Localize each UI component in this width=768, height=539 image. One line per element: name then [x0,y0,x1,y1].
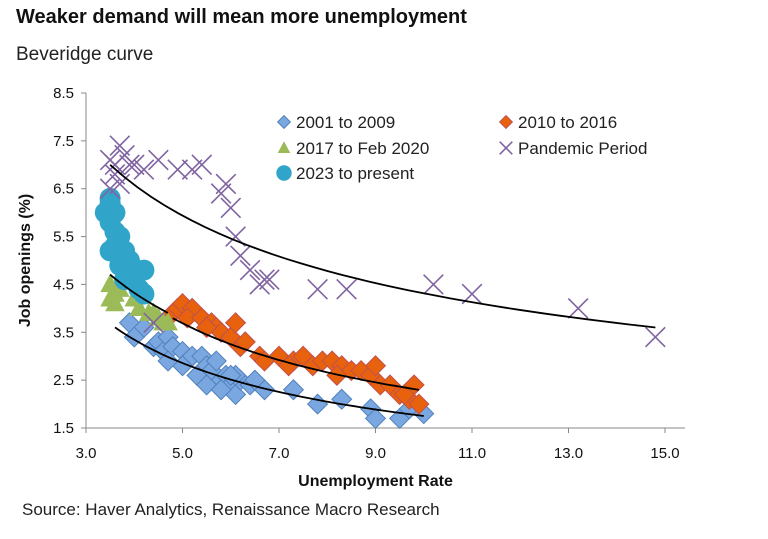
x-tick-label: 7.0 [269,445,290,462]
point-pandemic-period [191,154,213,176]
point-pandemic-period [215,173,237,195]
point-2023-to-present [133,259,155,281]
point-2001-to-2009 [364,407,387,430]
point-pandemic-period [148,149,169,171]
legend-marker-2010-to-2016 [498,114,514,130]
point-pandemic-period [119,154,140,176]
legend-label: 2017 to Feb 2020 [296,139,429,158]
legend-marker-2017-to-feb-2020 [277,141,291,153]
trendline-2010-to-2016 [172,317,420,391]
point-2001-to-2009 [157,350,179,372]
legend-label: 2010 to 2016 [518,113,617,132]
legend-label: 2023 to present [296,164,414,183]
y-tick-label: 7.5 [53,133,74,150]
point-2017-to-feb-2020 [143,302,164,321]
point-pandemic-period [307,278,328,300]
source-note: Source: Haver Analytics, Renaissance Mac… [22,500,440,519]
point-2001-to-2009 [306,393,329,415]
point-2001-to-2009 [210,379,232,401]
legend-marker-2023-to-present [276,165,292,181]
point-pandemic-period [109,173,131,195]
y-axis-label: Job openings (%) [17,194,34,327]
x-tick-label: 5.0 [172,445,193,462]
point-2017-to-feb-2020 [100,288,120,307]
point-2023-to-present [104,235,126,257]
point-pandemic-period [258,269,280,291]
point-pandemic-period [230,245,251,267]
y-tick-label: 6.5 [53,181,74,198]
y-tick-label: 8.5 [53,85,74,102]
trendline-2001-to-2009 [114,326,424,417]
point-pandemic-period [181,159,203,180]
point-pandemic-period [249,274,271,295]
point-2010-to-2016 [408,393,430,415]
x-tick-label: 9.0 [365,445,386,462]
y-tick-label: 5.5 [53,229,74,246]
point-2023-to-present [114,269,136,291]
point-2017-to-feb-2020 [158,312,178,331]
point-pandemic-period [423,274,444,295]
point-pandemic-period [99,178,121,200]
x-tick-label: 13.0 [554,445,583,462]
trendline-pandemic-period [109,164,656,329]
point-pandemic-period [220,197,242,219]
point-2023-to-present [133,283,155,305]
x-tick-label: 11.0 [458,445,486,462]
point-pandemic-period [143,312,164,334]
point-pandemic-period [167,159,189,180]
point-pandemic-period [133,159,155,180]
x-axis-label: Unemployment Rate [298,473,453,490]
point-2010-to-2016 [364,355,387,377]
y-tick-label: 3.5 [53,324,74,341]
point-2001-to-2009 [205,350,227,372]
y-tick-label: 4.5 [53,276,74,293]
x-tick-label: 3.0 [76,445,97,462]
chart-subtitle: Beveridge curve [16,44,154,65]
point-pandemic-period [567,297,589,319]
point-pandemic-period [239,259,261,281]
point-2010-to-2016 [224,312,247,334]
legend-label: Pandemic Period [518,139,647,158]
legend-marker-pandemic-period [499,141,513,155]
point-pandemic-period [104,163,126,185]
point-pandemic-period [644,326,666,348]
chart-title: Weaker demand will mean more unemploymen… [16,6,467,28]
point-pandemic-period [336,278,357,300]
point-2010-to-2016 [393,383,416,406]
point-pandemic-period [123,154,145,176]
y-tick-label: 1.5 [53,420,74,437]
legend-label: 2001 to 2009 [296,113,395,132]
point-pandemic-period [104,154,126,176]
legend-marker-2001-to-2009 [276,114,292,130]
point-pandemic-period [109,135,131,157]
trendline-2017-to-feb-2020 [109,273,169,314]
point-pandemic-period [210,183,232,204]
point-2023-to-present [99,192,121,214]
x-tick-label: 15.0 [650,445,679,462]
y-tick-label: 2.5 [53,372,74,389]
